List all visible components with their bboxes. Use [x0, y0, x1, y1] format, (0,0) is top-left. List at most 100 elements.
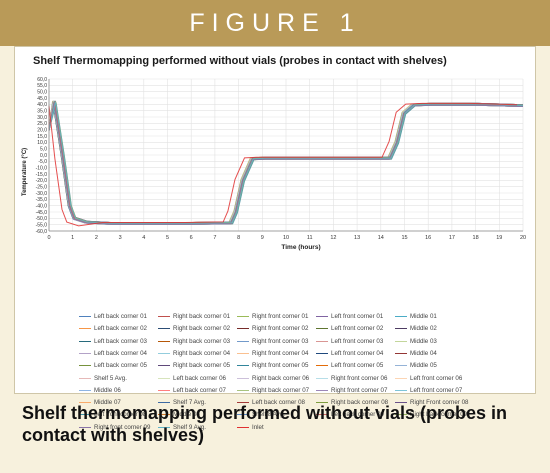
- legend-item: Right front corner 07: [316, 387, 387, 394]
- y-tick-label: 25,0: [37, 121, 47, 127]
- x-tick-label: 16: [425, 235, 431, 241]
- legend-swatch: [79, 414, 91, 416]
- legend-label: Shelf 8 Avg.: [252, 411, 285, 419]
- legend-swatch: [158, 389, 170, 391]
- legend-swatch: [316, 402, 328, 404]
- legend-item: Right back corner 03: [158, 338, 230, 345]
- legend-label: Left back corner 02: [94, 325, 147, 333]
- legend-label: Left front corner 05: [331, 362, 384, 370]
- legend-swatch: [79, 377, 91, 379]
- legend-swatch: [79, 426, 91, 428]
- y-tick-label: 45,0: [37, 96, 47, 102]
- y-tick-label: 60,0: [37, 77, 47, 83]
- legend-swatch: [395, 377, 407, 379]
- y-tick-label: -5,0: [38, 159, 47, 165]
- legend-item: Right back corner 04: [158, 350, 230, 357]
- legend-label: Shelf 9 Avg.: [173, 423, 206, 431]
- legend-label: Left front corner 07: [410, 386, 463, 394]
- x-tick-label: 3: [119, 235, 122, 241]
- legend-swatch: [158, 316, 170, 317]
- legend-label: Left back corner 05: [94, 362, 147, 370]
- legend-label: Left back corner 03: [94, 337, 147, 345]
- x-tick-label: 8: [237, 235, 240, 241]
- legend-label: Right front corner 01: [252, 313, 309, 320]
- legend-item: Shelf 9 Avg.: [158, 424, 206, 431]
- x-tick-label: 14: [378, 235, 384, 241]
- y-tick-label: -10,0: [36, 165, 48, 171]
- legend-swatch: [395, 340, 407, 342]
- legend-label: Right back corner 05: [173, 362, 231, 370]
- legend-item: Left back corner 09: [316, 411, 384, 418]
- legend-label: Left front corner 04: [331, 349, 384, 357]
- legend-swatch: [158, 402, 170, 404]
- legend-label: Right back corner 09: [410, 411, 468, 419]
- legend-label: Right front corner 02: [252, 325, 309, 333]
- y-tick-label: 5,0: [40, 146, 47, 152]
- legend-item: Middle 07: [79, 399, 121, 406]
- y-tick-label: 15,0: [37, 134, 47, 140]
- x-axis-label: Time (hours): [281, 244, 320, 251]
- legend-item: Left front corner 04: [316, 350, 383, 357]
- x-tick-label: 19: [496, 235, 502, 241]
- legend-swatch: [237, 340, 249, 342]
- legend-swatch: [395, 389, 407, 391]
- legend-swatch: [316, 316, 328, 317]
- legend-item: Left back corner 06: [158, 375, 226, 382]
- legend-swatch: [316, 414, 328, 416]
- legend-item: Right front corner 02: [237, 325, 308, 332]
- legend-item: Right front corner 09: [79, 424, 150, 431]
- x-tick-label: 10: [283, 235, 289, 241]
- legend-item: Middle 04: [395, 350, 437, 357]
- legend-swatch: [79, 328, 91, 330]
- grid-layer: [48, 78, 524, 232]
- legend-label: Right front corner 06: [331, 374, 388, 382]
- x-tick-label: 17: [449, 235, 455, 241]
- x-tick-label: 11: [307, 235, 313, 241]
- y-tick-label: -45,0: [36, 210, 48, 216]
- legend-label: Shelf 5 Avg.: [94, 374, 127, 382]
- legend-item: Left back corner 01: [79, 313, 147, 320]
- x-tick-label: 18: [473, 235, 479, 241]
- x-tick-label: 6: [190, 235, 193, 241]
- series-line: [48, 102, 518, 227]
- legend-item: Left back corner 07: [158, 387, 226, 394]
- legend-label: Left front corner 01: [331, 313, 384, 320]
- legend-label: Middle 07: [94, 399, 121, 407]
- y-tick-label: -60,0: [36, 229, 48, 235]
- x-tick-label: 12: [330, 235, 336, 241]
- y-tick-label: 0,0: [40, 153, 47, 159]
- legend-swatch: [316, 340, 328, 342]
- y-tick-label: -30,0: [36, 191, 48, 197]
- legend-swatch: [395, 352, 407, 354]
- y-tick-label: 50,0: [37, 89, 47, 95]
- legend-item: Right front corner 04: [237, 350, 308, 357]
- legend-swatch: [237, 352, 249, 354]
- legend-label: Left back corner 09: [331, 411, 384, 419]
- x-tick-label: 5: [166, 235, 169, 241]
- legend-item: Left front corner 03: [316, 338, 383, 345]
- legend-label: Left front corner 02: [331, 325, 384, 333]
- x-tick-label: 0: [47, 235, 50, 241]
- legend-item: Right back corner 09: [395, 411, 467, 418]
- legend-label: Right front corner 05: [252, 362, 309, 370]
- x-tick-label: 2: [95, 235, 98, 241]
- legend-item: Shelf 8 Avg.: [237, 411, 285, 418]
- legend-swatch: [237, 389, 249, 391]
- legend-swatch: [395, 365, 407, 367]
- figure-header: FIGURE 1: [0, 0, 550, 46]
- legend-label: Right back corner 01: [173, 313, 231, 320]
- legend-item: Middle 05: [395, 362, 437, 369]
- legend-label: Inlet: [252, 423, 264, 431]
- legend-swatch: [79, 402, 91, 404]
- legend-item: Left front corner 02: [316, 325, 383, 332]
- series-line: [48, 101, 524, 224]
- legend-label: Middle 08: [173, 411, 200, 419]
- legend-label: Left back corner 08: [252, 399, 305, 407]
- legend-item: Left front corner 01: [316, 313, 383, 320]
- figure-caption: Shelf thermomapping performed without vi…: [22, 403, 508, 445]
- legend-item: Left front corner 08: [79, 411, 146, 418]
- legend-item: Left front corner 06: [395, 375, 462, 382]
- legend-swatch: [158, 426, 170, 428]
- legend-swatch: [316, 352, 328, 354]
- y-tick-label: -20,0: [36, 178, 48, 184]
